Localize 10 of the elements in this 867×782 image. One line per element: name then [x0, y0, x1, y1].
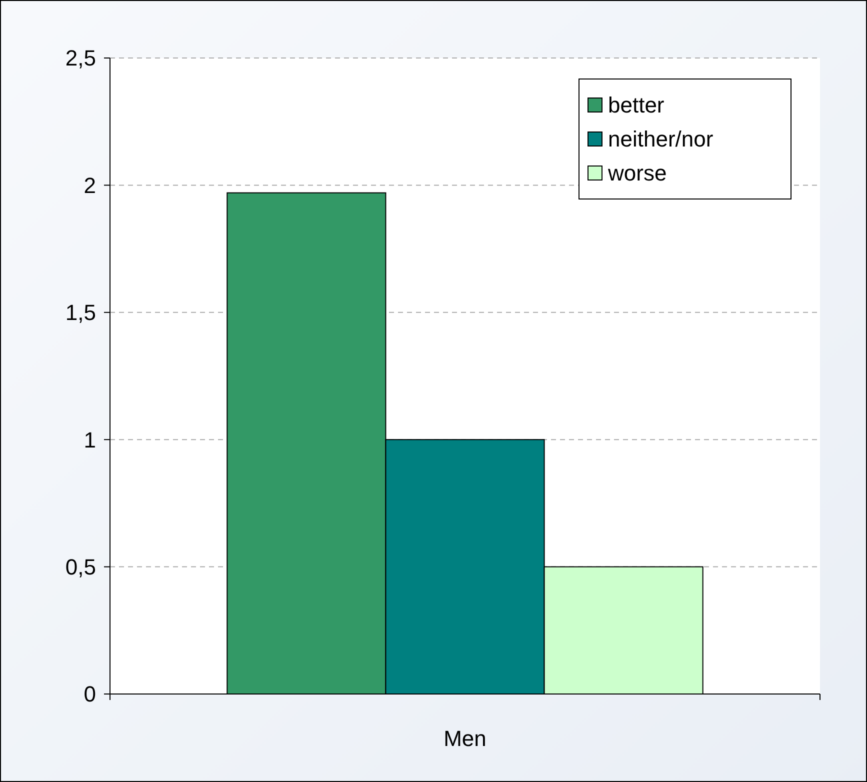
legend-label: neither/nor — [608, 126, 714, 152]
legend-label: better — [608, 92, 664, 118]
y-tick-label: 2 — [84, 172, 96, 198]
y-tick-label: 1 — [84, 427, 96, 452]
legend-label: worse — [607, 160, 667, 186]
x-tick-label: Men — [444, 726, 486, 751]
y-tick-label: 1,5 — [65, 300, 96, 326]
y-tick-label: 0 — [84, 682, 96, 707]
y-tick-label: 2,5 — [65, 46, 96, 71]
y-tick-label: 0,5 — [65, 554, 96, 580]
